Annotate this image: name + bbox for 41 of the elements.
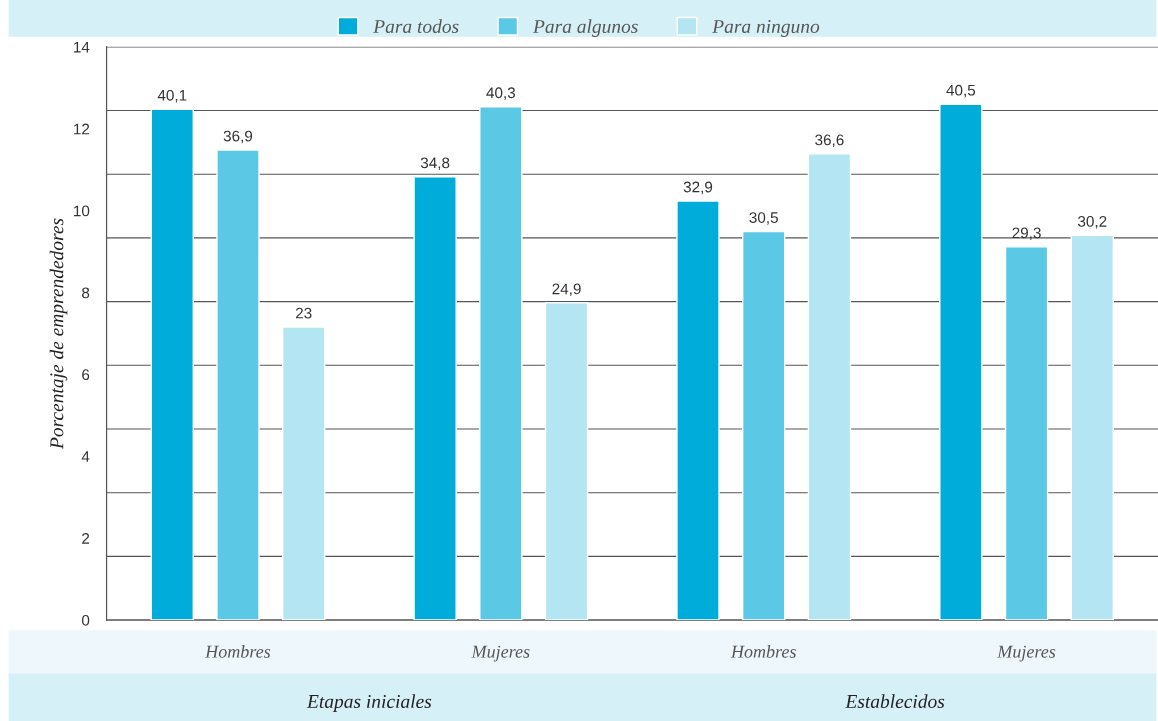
legend-label: Para ninguno bbox=[712, 19, 820, 37]
y-tick-label: 12 bbox=[74, 123, 90, 135]
bar bbox=[281, 326, 326, 621]
y-tick-label: 14 bbox=[74, 41, 90, 53]
bar bbox=[479, 106, 523, 621]
x-tick-label: Hombres bbox=[730, 645, 796, 658]
y-tick-label: 6 bbox=[82, 369, 90, 381]
y-tick-label: 4 bbox=[81, 451, 90, 462]
data-label: 36,6 bbox=[815, 134, 844, 148]
data-label: 34,8 bbox=[420, 157, 450, 171]
data-label: 23 bbox=[295, 307, 312, 319]
data-label: 30,5 bbox=[749, 212, 778, 225]
bar bbox=[544, 302, 589, 621]
bar bbox=[216, 149, 260, 621]
legend-label: Para algunos bbox=[532, 19, 638, 37]
bar bbox=[413, 176, 457, 621]
legend-label: Para todos bbox=[373, 19, 459, 34]
bar bbox=[807, 153, 852, 621]
bar bbox=[676, 200, 720, 621]
x-tick-label: Hombres bbox=[205, 645, 271, 658]
data-label: 36,9 bbox=[223, 130, 253, 144]
bar bbox=[741, 230, 786, 621]
data-label: 40,1 bbox=[157, 89, 187, 103]
y-axis-title: Porcentaje de emprendedores bbox=[49, 218, 68, 450]
y-tick-label: 0 bbox=[81, 614, 90, 626]
data-label: 40,3 bbox=[486, 87, 516, 100]
bar bbox=[150, 108, 194, 621]
text: Establecidos bbox=[845, 694, 945, 709]
y-tick-label: 10 bbox=[74, 205, 90, 217]
bar bbox=[1004, 246, 1049, 621]
data-label: 30,2 bbox=[1078, 215, 1107, 229]
data-label: 32,9 bbox=[683, 181, 713, 195]
text: Etapas iniciales bbox=[306, 694, 432, 712]
y-tick-label: 8 bbox=[82, 287, 90, 299]
bar bbox=[939, 103, 983, 621]
bar bbox=[1070, 234, 1115, 621]
data-label: 24,9 bbox=[552, 283, 581, 297]
x-tick-label: Mujeres bbox=[997, 645, 1056, 662]
x-tick-label: Mujeres bbox=[471, 645, 530, 662]
data-label: 40,5 bbox=[946, 84, 976, 98]
y-tick-label: 2 bbox=[82, 533, 90, 544]
